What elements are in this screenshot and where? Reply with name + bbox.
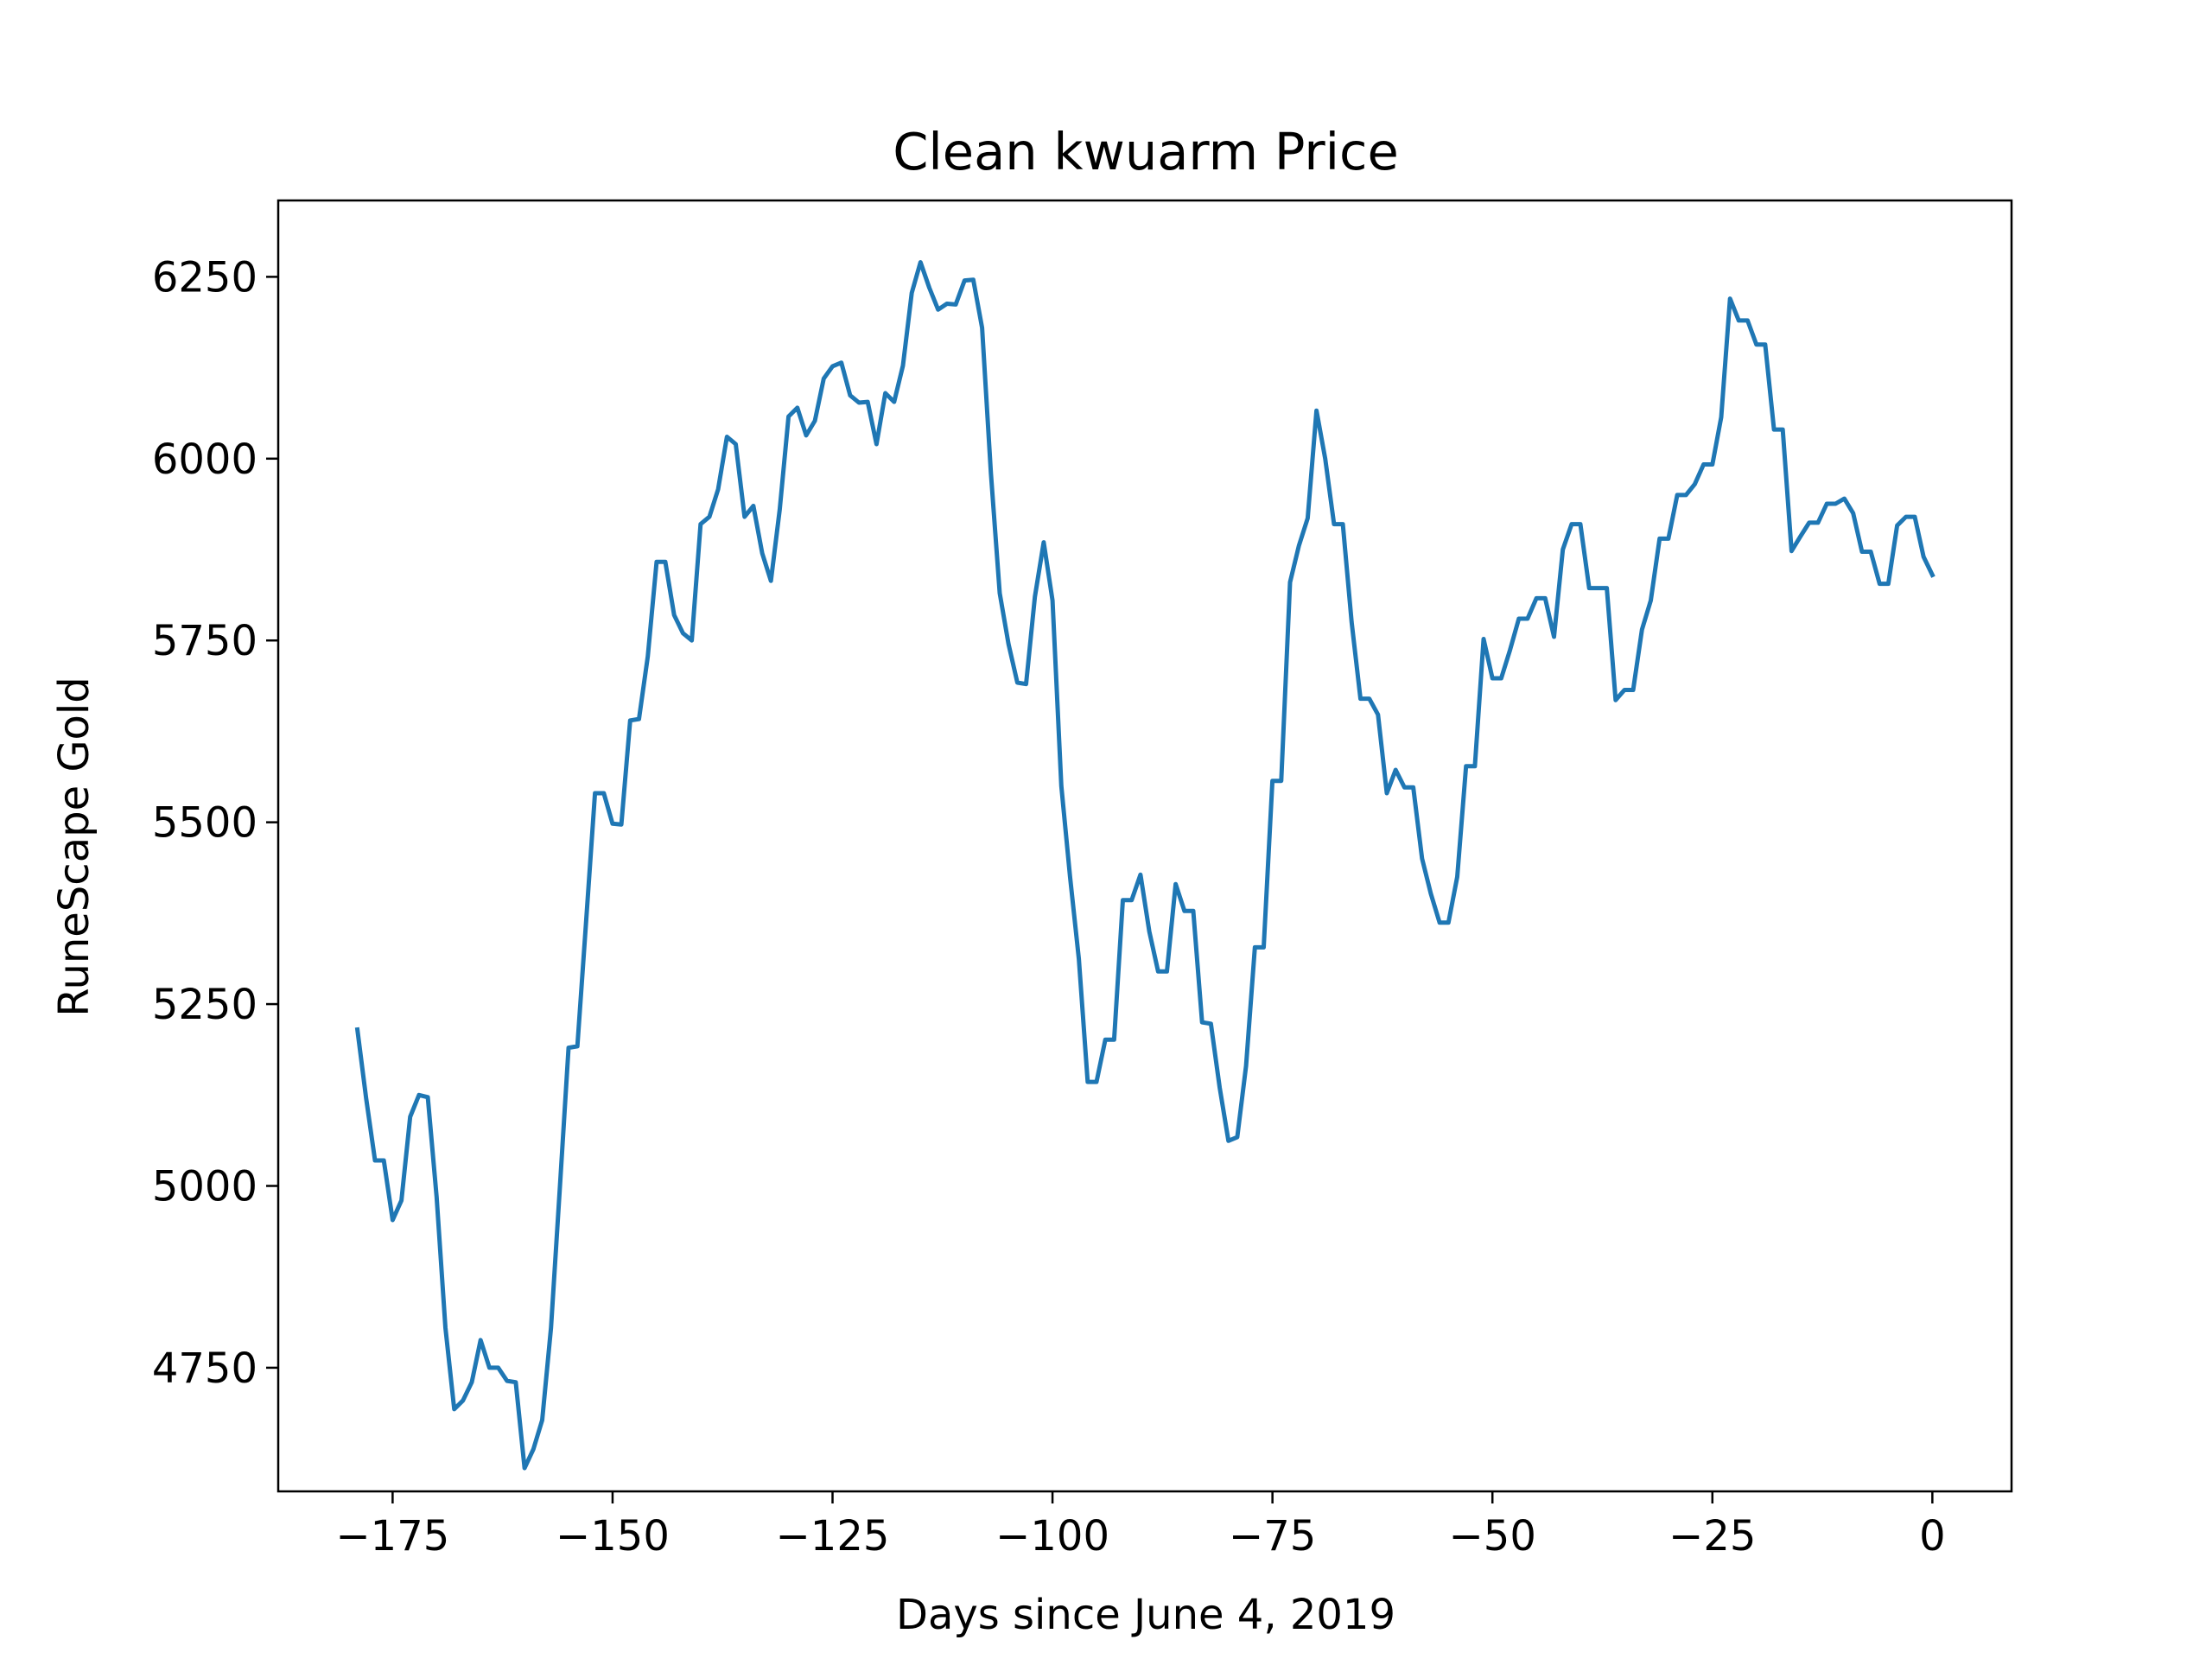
chart-title: Clean kwuarm Price	[893, 122, 1399, 181]
x-axis-label: Days since June 4, 2019	[896, 1591, 1395, 1639]
x-tick-label: −50	[1449, 1512, 1536, 1560]
x-tick-label: −125	[776, 1512, 890, 1560]
x-tick-label: −150	[556, 1512, 670, 1560]
x-tick-label: −75	[1229, 1512, 1316, 1560]
series-line	[354, 260, 1936, 1471]
x-tick-label: −100	[995, 1512, 1109, 1560]
x-axis: −175 −150 −125 −100 −75 −50 −25 0	[335, 1491, 1946, 1560]
y-tick-label: 6000	[152, 435, 257, 484]
axes-frame	[276, 199, 2013, 1493]
x-tick-label: 0	[1919, 1512, 1946, 1560]
x-tick-label: −175	[335, 1512, 449, 1560]
y-axis-label: RuneScape Gold	[50, 677, 99, 1016]
y-tick-label: 5750	[152, 617, 257, 665]
y-tick-label: 6250	[152, 253, 257, 302]
y-axis: 4750 5000 5250 5500 5750 6000 6250	[152, 253, 278, 1393]
y-tick-label: 4750	[152, 1344, 257, 1393]
x-tick-label: −25	[1669, 1512, 1756, 1560]
y-tick-label: 5000	[152, 1162, 257, 1211]
y-tick-label: 5250	[152, 981, 257, 1029]
plot-area	[276, 199, 2013, 1493]
y-tick-label: 5500	[152, 799, 257, 848]
